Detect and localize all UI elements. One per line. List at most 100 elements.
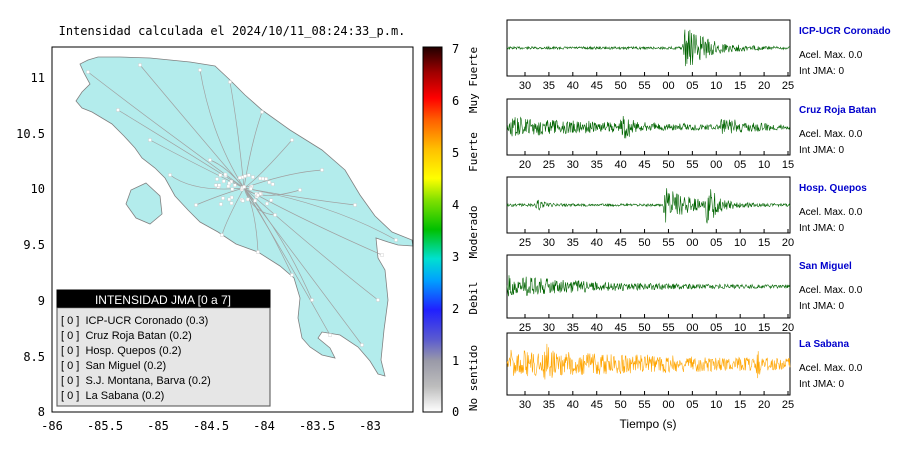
trace-panel: 30 35 40 45 50 55 00 05 10 15 20 25 ICP-UCR Coronado…: [506, 19, 891, 92]
map-road: [221, 187, 245, 236]
map-x-axis: -86 -85.5 -85 -84.5 -84 -83.5 -83: [41, 419, 381, 433]
map-town: [226, 184, 231, 189]
map-town: [148, 138, 152, 142]
map-x-tick: -84.5: [193, 419, 229, 433]
trace-tick-label: 40: [591, 322, 603, 334]
acel-max: Acel. Max. 0.0: [799, 207, 863, 218]
map-town: [258, 176, 262, 181]
trace-tick-label: 35: [591, 159, 603, 171]
trace-tick-label: 00: [710, 159, 722, 171]
trace-tick-label: 10: [710, 399, 722, 411]
map-x-tick: -85: [147, 419, 169, 433]
map-road: [169, 174, 245, 190]
map-town: [198, 68, 202, 72]
trace-tick-label: 00: [686, 237, 698, 249]
map-town: [245, 197, 250, 202]
trace-tick-label: 25: [519, 322, 531, 334]
map-y-tick: 11: [31, 71, 45, 85]
map-town: [215, 177, 219, 181]
map-town: [194, 203, 198, 207]
map-road: [199, 69, 245, 189]
trace-tick-label: 25: [782, 399, 794, 411]
trace-frame: [506, 98, 791, 156]
colorbar-tick: 2: [452, 302, 459, 316]
time-axis-label: Tiempo (s): [620, 417, 677, 431]
colorbar-gradient: [422, 46, 443, 413]
map-road: [149, 139, 245, 189]
map-town: [380, 253, 384, 257]
map-town: [229, 179, 234, 184]
map-town: [214, 183, 218, 188]
trace-tick-label: 55: [638, 80, 650, 92]
trace-tick-label: 35: [543, 80, 555, 92]
map-town: [310, 298, 314, 302]
trace-waveform: [506, 115, 791, 139]
map-town: [256, 193, 260, 198]
map-town: [328, 333, 332, 337]
station-name: Cruz Roja Batan: [799, 105, 876, 116]
trace-tick-label: 50: [638, 322, 650, 334]
trace-tick-label: 05: [686, 399, 698, 411]
legend-item: [ 0 ] S.J. Montana, Barva (0.2): [61, 375, 211, 387]
trace-tick-label: 40: [591, 237, 603, 249]
trace-tick-label: 55: [638, 399, 650, 411]
colorbar-label: Muy Fuerte: [467, 47, 480, 113]
trace-tick-label: 40: [567, 399, 579, 411]
map-town: [208, 158, 212, 162]
map-town: [264, 177, 268, 181]
map-town: [237, 176, 242, 180]
map-road: [243, 187, 363, 346]
colorbar-tick: 6: [452, 94, 459, 108]
map-town: [116, 108, 120, 112]
colorbar-tick: 0: [452, 405, 459, 419]
trace-tick-label: 30: [519, 80, 531, 92]
map-town: [229, 195, 234, 200]
map-x-tick: -86: [41, 419, 63, 433]
colorbar-tick: 5: [452, 146, 459, 160]
trace-panel: 20 25 30 35 40 45 50 55 00 05 10 15 Cruz Roja Batan A…: [506, 98, 876, 171]
trace-tick-label: 45: [615, 322, 627, 334]
trace-tick-label: 30: [519, 399, 531, 411]
map-road: [243, 187, 276, 216]
map-town: [168, 173, 172, 177]
acel-max: Acel. Max. 0.0: [799, 50, 863, 61]
map-town: [256, 250, 260, 254]
map-frame: [51, 46, 414, 413]
map-land: [75, 56, 413, 377]
legend-body: [56, 289, 271, 407]
trace-tick-label: 05: [710, 237, 722, 249]
legend-item: [ 0 ] San Miguel (0.2): [61, 360, 166, 372]
map-town: [260, 110, 264, 114]
map-town: [394, 238, 398, 242]
trace-tick-label: 20: [782, 237, 794, 249]
map-town: [217, 183, 222, 187]
trace-waveform: [506, 343, 791, 380]
trace-tick-label: 15: [782, 159, 794, 171]
trace-waveform: [506, 275, 791, 297]
trace-tick-label: 00: [662, 80, 674, 92]
trace-tick-label: 10: [758, 159, 770, 171]
int-jma: Int JMA: 0: [799, 379, 844, 390]
map-road: [243, 187, 331, 336]
map-town: [271, 182, 275, 186]
trace-waveform: [506, 29, 791, 67]
legend-item: [ 0 ] Hosp. Quepos (0.2): [61, 345, 181, 357]
map-town: [223, 172, 228, 177]
trace-waveform: [506, 188, 791, 224]
trace-tick-label: 40: [615, 159, 627, 171]
map-town: [241, 198, 245, 203]
map-x-tick: -84: [253, 419, 275, 433]
trace-tick-label: 30: [543, 322, 555, 334]
trace-tick-label: 15: [734, 399, 746, 411]
trace-tick-label: 20: [758, 80, 770, 92]
map-title: Intensidad calculada el 2024/10/11_08:24…: [59, 24, 406, 38]
acel-max: Acel. Max. 0.0: [799, 363, 863, 374]
trace-tick-label: 15: [758, 322, 770, 334]
map-town: [228, 80, 232, 84]
map-y-tick: 9.5: [23, 238, 45, 252]
trace-tick-label: 10: [734, 322, 746, 334]
map-town: [290, 138, 294, 142]
trace-tick-label: 10: [734, 237, 746, 249]
trace-panel: 25 30 35 40 45 50 55 00 05 10 15 20 San Miguel Acel. …: [506, 254, 863, 334]
map-y-tick: 9: [38, 294, 45, 308]
